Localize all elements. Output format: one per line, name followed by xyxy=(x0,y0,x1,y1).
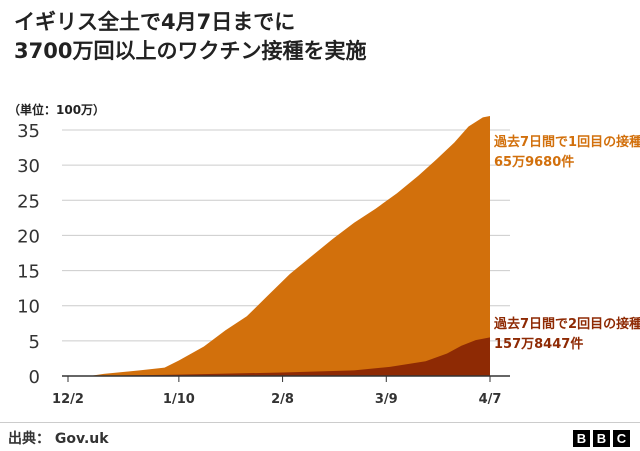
bbc-logo-letter: C xyxy=(613,430,630,447)
y-tick-label: 5 xyxy=(29,332,40,353)
bbc-logo: B B C xyxy=(573,430,630,447)
title-line-2: 3700万回以上のワクチン接種を実施 xyxy=(14,39,367,63)
bbc-logo-letter: B xyxy=(573,430,590,447)
y-tick-label: 20 xyxy=(17,226,40,247)
footer: 出典： Gov.uk B B C xyxy=(0,422,640,451)
first-dose-area xyxy=(89,115,490,376)
source-label: 出典： Gov.uk xyxy=(8,431,109,447)
first-dose-annotation-line2: 65万9680件 xyxy=(494,154,574,170)
y-tick-label: 0 xyxy=(29,367,40,388)
x-tick-label: 12/2 xyxy=(52,392,84,407)
x-tick-label: 3/9 xyxy=(375,392,398,407)
second-dose-annotation-line2: 157万8447件 xyxy=(494,336,583,352)
x-tick-label: 2/8 xyxy=(271,392,294,407)
second-dose-area xyxy=(89,337,490,376)
x-tick-label: 1/10 xyxy=(163,392,195,407)
y-tick-label: 30 xyxy=(17,156,40,177)
y-tick-label: 15 xyxy=(17,262,40,283)
unit-label: （単位：100万） xyxy=(8,103,106,117)
y-tick-label: 25 xyxy=(17,191,40,212)
y-tick-label: 35 xyxy=(17,121,40,142)
second-dose-annotation-line1: 過去7日間で2回目の接種 xyxy=(493,316,640,332)
title-line-1: イギリス全土で4月7日までに xyxy=(14,10,296,34)
first-dose-annotation-line1: 過去7日間で1回目の接種 xyxy=(493,134,640,150)
x-tick-label: 4/7 xyxy=(479,392,502,407)
vaccination-area-chart: 0 5 10 15 20 25 30 35 12/2 1/10 2/8 3/9 4/7 過去7日間で1回目… xyxy=(17,115,640,407)
bbc-logo-letter: B xyxy=(593,430,610,447)
y-tick-label: 10 xyxy=(17,297,40,318)
chart-title: イギリス全土で4月7日までに 3700万回以上のワクチン接種を実施 xyxy=(14,8,614,66)
